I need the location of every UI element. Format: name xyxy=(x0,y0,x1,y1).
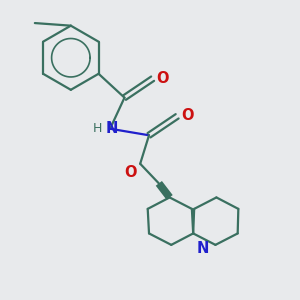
Text: O: O xyxy=(124,165,137,180)
Text: N: N xyxy=(196,241,208,256)
Text: N: N xyxy=(106,121,118,136)
Text: O: O xyxy=(157,70,169,86)
Text: O: O xyxy=(181,108,194,123)
Text: H: H xyxy=(93,122,102,135)
